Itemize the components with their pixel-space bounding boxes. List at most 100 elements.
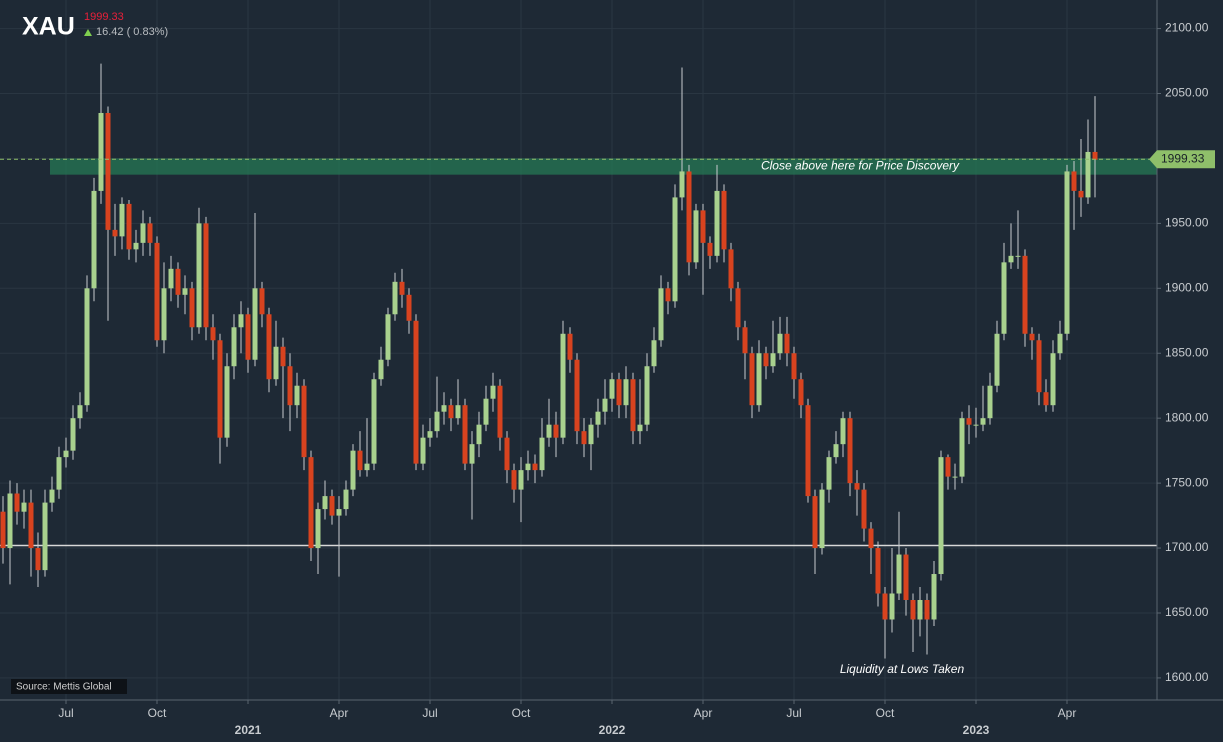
- y-tick-label: 1950.00: [1165, 216, 1209, 230]
- candle-body: [147, 223, 153, 243]
- candle-body: [651, 340, 657, 367]
- x-tick-label: Oct: [876, 706, 895, 720]
- candle-body: [203, 223, 209, 328]
- candle-body: [700, 210, 706, 243]
- candle-body: [546, 424, 552, 438]
- candle-body: [637, 424, 643, 432]
- price-tag-label: 1999.33: [1161, 151, 1205, 165]
- candle-body: [714, 190, 720, 256]
- candle-body: [49, 489, 55, 503]
- candle-body: [182, 288, 188, 295]
- candle-body: [819, 489, 825, 549]
- candle-body: [539, 437, 545, 471]
- candle-body: [777, 333, 783, 354]
- candle-body: [490, 385, 496, 399]
- candle-body: [357, 450, 363, 471]
- candle-body: [966, 418, 972, 425]
- y-tick-label: 1850.00: [1165, 345, 1209, 359]
- candle-body: [56, 457, 62, 490]
- candle-body: [133, 242, 139, 250]
- candle-body: [371, 379, 377, 464]
- candle-body: [336, 509, 342, 516]
- candle-body: [686, 171, 692, 263]
- candle-body: [987, 385, 993, 419]
- candle-body: [0, 511, 6, 549]
- candle-body: [1001, 262, 1007, 334]
- candle-body: [434, 411, 440, 432]
- candle-body: [329, 496, 335, 516]
- candle-body: [259, 288, 265, 315]
- candle-body: [448, 405, 454, 419]
- x-tick-label: Jul: [786, 706, 801, 720]
- candle-body: [693, 210, 699, 263]
- candle-body: [602, 398, 608, 412]
- candle-body: [385, 314, 391, 360]
- annotation: Liquidity at Lows Taken: [840, 662, 965, 676]
- candle-body: [350, 450, 356, 490]
- candle-body: [399, 281, 405, 295]
- candle-body: [980, 418, 986, 425]
- candle-body: [742, 327, 748, 354]
- candle-body: [427, 431, 433, 438]
- candle-body: [924, 600, 930, 620]
- price-zone: [50, 158, 1157, 175]
- candle-body: [217, 340, 223, 438]
- candle-body: [1078, 190, 1084, 198]
- candle-body: [560, 333, 566, 438]
- candle-body: [378, 359, 384, 380]
- candle-body: [1008, 255, 1014, 263]
- candle-body: [238, 314, 244, 328]
- candle-body: [91, 190, 97, 289]
- candle-body: [287, 366, 293, 406]
- candle-body: [455, 405, 461, 419]
- candle-body: [910, 600, 916, 620]
- candle-body: [973, 424, 979, 426]
- x-tick-label: Jul: [422, 706, 437, 720]
- x-tick-label: 2021: [235, 723, 262, 737]
- x-tick-label: 2023: [963, 723, 990, 737]
- candle-body: [609, 379, 615, 399]
- candle-body: [959, 418, 965, 477]
- candle-body: [1015, 255, 1021, 257]
- candle-body: [112, 229, 118, 237]
- candle-body: [707, 242, 713, 256]
- candle-body: [1085, 151, 1091, 198]
- candle-body: [1043, 392, 1049, 406]
- candle-body: [105, 112, 111, 230]
- candle-body: [231, 327, 237, 367]
- candle-body: [826, 457, 832, 490]
- source: Source: Mettis Global: [16, 682, 112, 693]
- zone-label: Close above here for Price Discovery: [761, 159, 960, 173]
- candle-body: [1022, 255, 1028, 334]
- y-tick-label: 1900.00: [1165, 280, 1209, 294]
- y-tick-label: 2100.00: [1165, 21, 1209, 35]
- candle-body: [322, 496, 328, 510]
- candle-body: [1064, 171, 1070, 334]
- candle-body: [35, 548, 41, 571]
- candle-body: [252, 288, 258, 360]
- candle-body: [224, 366, 230, 438]
- candle-body: [308, 457, 314, 549]
- x-tick-label: Oct: [512, 706, 531, 720]
- candle-body: [301, 385, 307, 458]
- candle-body: [735, 288, 741, 328]
- price: 1999.33: [84, 11, 124, 23]
- candle-body: [658, 288, 664, 341]
- candle-body: [833, 444, 839, 458]
- candle-body: [315, 509, 321, 549]
- candle-body: [70, 418, 76, 451]
- candle-body: [504, 437, 510, 471]
- candle-body: [994, 333, 1000, 386]
- candle-body: [889, 593, 895, 620]
- candle-body: [756, 353, 762, 406]
- candle-body: [1057, 333, 1063, 354]
- candle-body: [42, 502, 48, 571]
- candle-body: [847, 418, 853, 484]
- candle-body: [189, 288, 195, 328]
- candle-body: [644, 366, 650, 425]
- candle-body: [476, 424, 482, 445]
- candle-body: [672, 197, 678, 302]
- candle-body: [273, 346, 279, 380]
- candle-body: [1036, 340, 1042, 393]
